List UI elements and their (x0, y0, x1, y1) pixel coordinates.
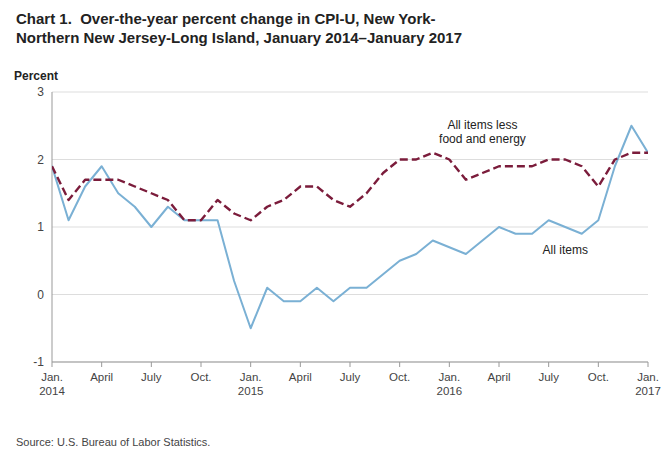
x-tick (399, 362, 400, 367)
text-line: Oct. (190, 371, 211, 383)
x-tick (250, 362, 251, 367)
x-tick (101, 362, 102, 367)
y-tick-label: 2 (37, 153, 44, 167)
series-line (52, 153, 648, 221)
text-line: 2017 (635, 385, 661, 397)
series-label: All items (543, 243, 588, 257)
text-line: 2014 (39, 385, 65, 397)
x-tick-label: Jan. 2014 (39, 371, 65, 397)
text-line: 2016 (437, 385, 463, 397)
x-tick-label: July (141, 371, 162, 383)
x-tick (151, 362, 152, 367)
source: Source: U.S. Bureau of Labor Statistics. (16, 436, 210, 448)
x-tick-label: Oct. (190, 371, 211, 383)
text-line: April (90, 371, 113, 383)
x-tick-label: July (538, 371, 559, 383)
x-tick (548, 362, 549, 367)
y-tick-label: 3 (37, 85, 44, 99)
x-tick-label: April (487, 371, 510, 383)
y-label: Percent (14, 69, 58, 83)
x-tick-label: Jan. 2016 (437, 371, 463, 397)
text-line: July (340, 371, 361, 383)
x-tick (350, 362, 351, 367)
series-line (52, 126, 648, 329)
chart: Chart 1. Over-the-year percent change in… (0, 0, 670, 458)
x-tick-label: Oct. (588, 371, 609, 383)
grid (52, 92, 648, 362)
text-line: All items less (447, 118, 517, 132)
grid-line (52, 227, 648, 228)
text-line: Northern New Jersey-Long Island, January… (16, 29, 462, 46)
text-line: Jan. (637, 371, 659, 383)
x-tick (52, 362, 53, 367)
x-tick (499, 362, 500, 367)
x-tick-label: July (340, 371, 361, 383)
text-line: April (487, 371, 510, 383)
x-tick-label: Jan. 2015 (238, 371, 264, 397)
y-tick-label: 0 (37, 288, 44, 302)
x-tick-label: April (289, 371, 312, 383)
text-line: food and energy (439, 132, 526, 146)
grid-line (52, 294, 648, 295)
x-tick (449, 362, 450, 367)
text-line: Jan. (41, 371, 63, 383)
lines (52, 126, 648, 329)
text-line: 2015 (238, 385, 264, 397)
title: Chart 1. Over-the-year percent change in… (16, 10, 462, 46)
x-tick (300, 362, 301, 367)
x-tick (598, 362, 599, 367)
series-label: All items lessfood and energy (439, 118, 526, 146)
x-tick-label: April (90, 371, 113, 383)
y-tick-label: 1 (37, 220, 44, 234)
text-line: All items (543, 243, 588, 257)
x-tick (201, 362, 202, 367)
text-line: Jan. (438, 371, 460, 383)
text-line: Oct. (389, 371, 410, 383)
text-line: April (289, 371, 312, 383)
text-line: Jan. (240, 371, 262, 383)
y-axis-line (52, 92, 53, 362)
text-line: Chart 1. Over-the-year percent change in… (16, 10, 436, 27)
grid-line (52, 92, 648, 93)
text-line: July (538, 371, 559, 383)
x-tick-label: Oct. (389, 371, 410, 383)
x-tick (648, 362, 649, 367)
text-line: Oct. (588, 371, 609, 383)
x-tick-label: Jan. 2017 (635, 371, 661, 397)
text-line: July (141, 371, 162, 383)
y-tick-label: -1 (33, 355, 44, 369)
